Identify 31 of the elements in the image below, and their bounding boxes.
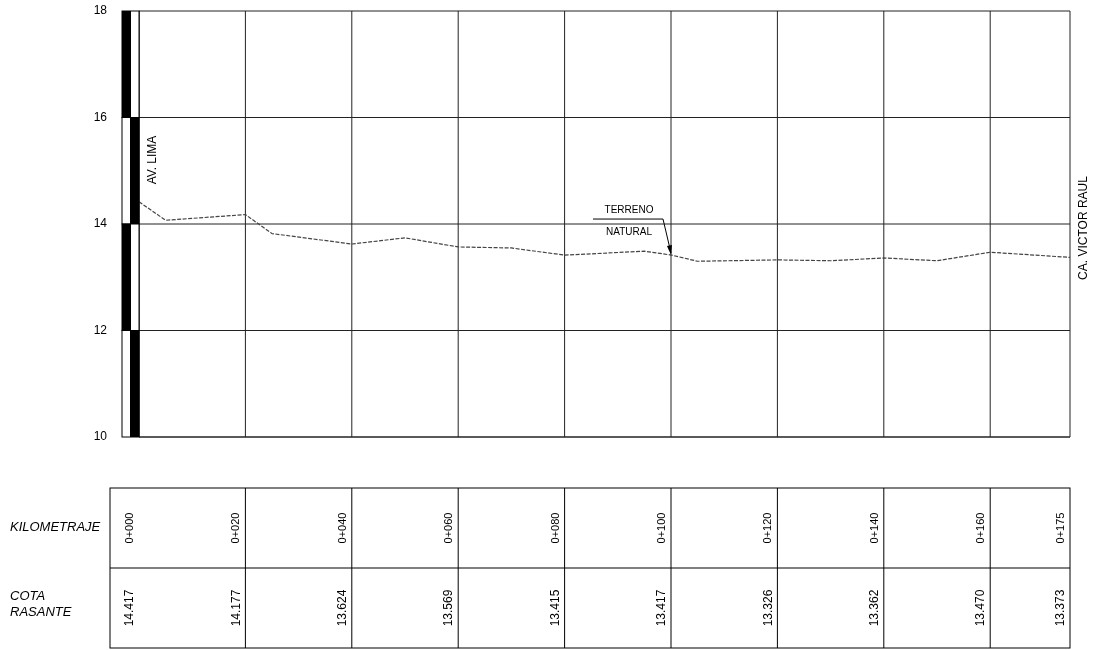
data-label: 13.362 [866, 589, 881, 627]
x-tick-label: 0+040 [335, 512, 348, 544]
x-tick-label: 0+140 [867, 512, 880, 544]
annotation: TERRENO NATURAL [604, 204, 654, 238]
data-label: 13.326 [760, 589, 775, 627]
y-tick-label: 16 [93, 109, 108, 124]
data-label: 14.417 [122, 589, 137, 627]
text: COTA RASANTE [10, 588, 72, 619]
text: CA. VICTOR RAUL [1076, 175, 1091, 280]
x-tick-label: 0+020 [229, 512, 242, 544]
x-tick-label: 0+100 [654, 512, 667, 544]
data-label: 14.177 [228, 589, 243, 627]
x-tick-label: 0+060 [442, 512, 455, 544]
y-tick-label: 12 [93, 322, 108, 337]
data-label: 13.417 [654, 589, 669, 627]
x-tick-label: 0+160 [974, 512, 987, 544]
x-tick-label: 0+175 [1053, 512, 1066, 544]
annotation: AV. LIMA [145, 135, 160, 185]
y-tick-label: 18 [93, 3, 108, 18]
data-label: 13.470 [973, 589, 988, 627]
data-label: 13.624 [334, 589, 349, 627]
x-tick-label: 0+080 [548, 512, 561, 544]
data-label: 13.569 [441, 589, 456, 627]
data-label: 13.373 [1053, 589, 1068, 627]
x-axis-title: KILOMETRAJE [10, 519, 101, 535]
x-tick-label: 0+000 [122, 512, 135, 544]
y-tick-label: 10 [93, 429, 108, 444]
y-tick-label: 14 [93, 216, 108, 231]
line-series [139, 201, 1070, 262]
x-tick-label: 0+120 [761, 512, 774, 544]
data-label: 13.415 [547, 589, 562, 627]
